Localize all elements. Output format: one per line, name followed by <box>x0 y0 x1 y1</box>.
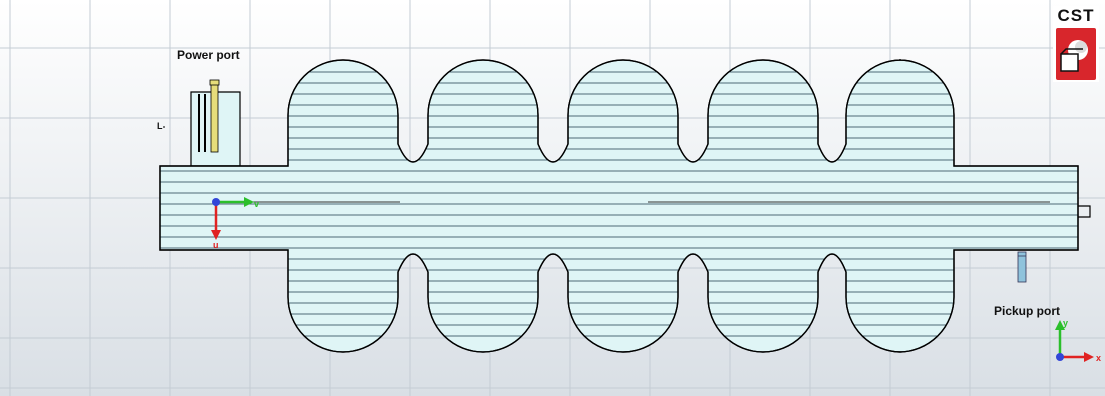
local-axis-triad: v u <box>211 197 259 250</box>
coupler-antenna <box>210 83 219 153</box>
cst-logo-text: CST <box>1057 6 1095 25</box>
cavity-end-tab <box>1078 205 1091 218</box>
cavity-outline <box>159 59 1079 353</box>
mesh-lines <box>160 71 1078 337</box>
power-coupler[interactable] <box>198 79 220 153</box>
global-axis-x-label: x <box>1096 353 1101 363</box>
global-axis-y-label: y <box>1063 318 1068 328</box>
pickup-probe[interactable] <box>1017 251 1027 283</box>
pickup-probe-stem <box>1017 251 1027 283</box>
local-axis-v-label: v <box>254 199 259 209</box>
local-axis-u-label: u <box>213 240 219 250</box>
pickup-port-label: Pickup port <box>994 304 1061 318</box>
cst-logo: CST <box>1053 6 1099 82</box>
power-port-label: Power port <box>177 48 240 62</box>
cst-logo-mark <box>1056 28 1096 80</box>
coupler-antenna-cap <box>209 79 220 86</box>
cavity-body[interactable] <box>159 59 1079 353</box>
global-axis-triad: y x <box>1055 318 1101 363</box>
side-marker-label: L <box>157 121 163 131</box>
